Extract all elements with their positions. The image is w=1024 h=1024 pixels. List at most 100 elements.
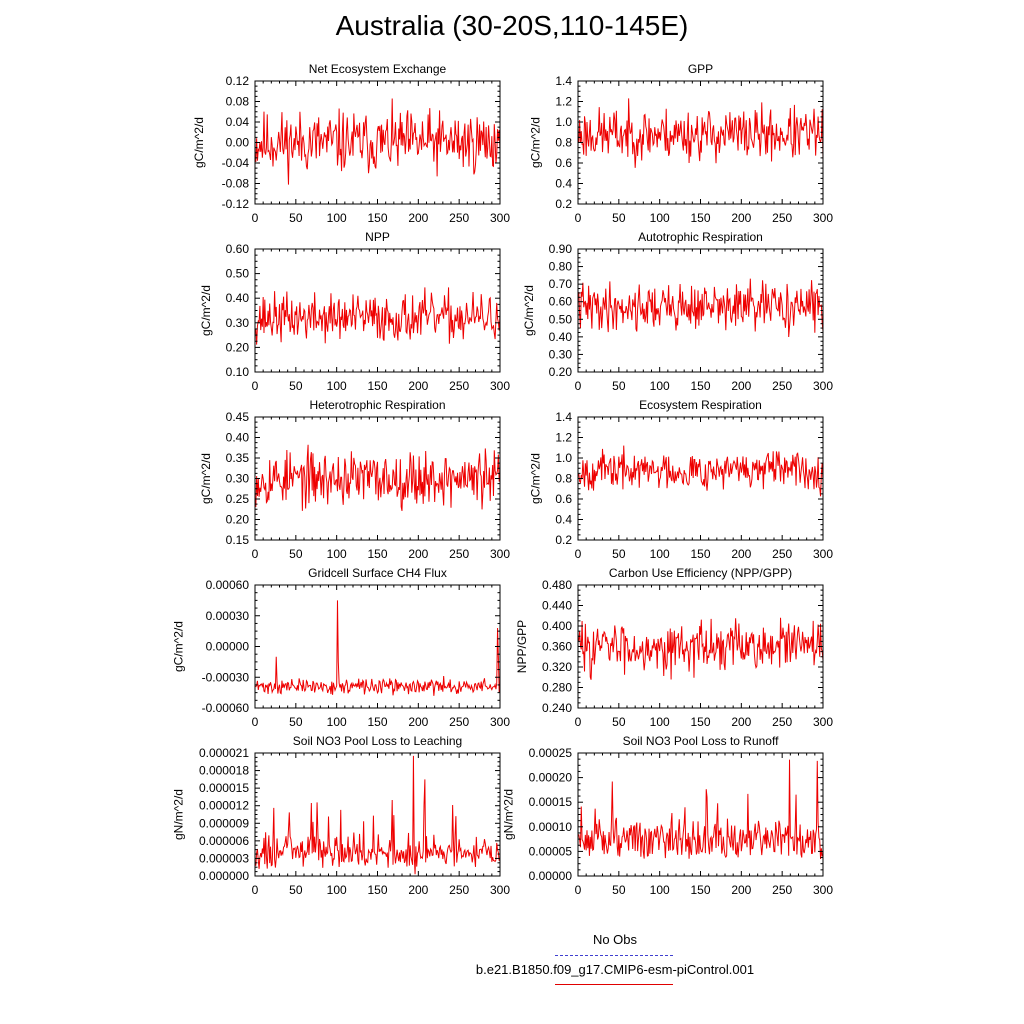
y-tick-label: 0.8: [555, 472, 572, 486]
y-tick-label: 0.6: [555, 492, 572, 506]
x-tick-label: 250: [772, 211, 792, 225]
x-tick-label: 0: [575, 379, 582, 393]
y-tick-label: 0.2: [555, 533, 572, 547]
y-tick-label: 0.000006: [199, 834, 249, 848]
x-tick-label: 150: [367, 211, 387, 225]
x-tick-label: 100: [650, 547, 670, 561]
y-tick-label: 0.00010: [529, 820, 573, 834]
y-tick-label: 0.40: [549, 330, 573, 344]
x-tick-label: 150: [690, 547, 710, 561]
plot-frame: [577, 752, 824, 877]
x-tick-label: 300: [490, 379, 510, 393]
x-tick-label: 50: [612, 883, 626, 897]
plot-frame: [577, 416, 824, 541]
y-tick-label: 0.00025: [529, 746, 573, 760]
y-axis-label: gN/m^2/d: [501, 789, 515, 840]
series-line: [255, 287, 501, 345]
legend-line-run: [555, 984, 673, 985]
y-tick-label: 0.00000: [206, 640, 250, 654]
y-tick-label: 0.000021: [199, 746, 249, 760]
y-tick-label: 0.50: [549, 312, 573, 326]
figure-title: Australia (30-20S,110-145E): [335, 10, 689, 41]
x-tick-label: 100: [650, 379, 670, 393]
x-tick-label: 200: [408, 211, 428, 225]
y-tick-label: 0.000015: [199, 781, 249, 795]
y-tick-label: 0.40: [226, 291, 250, 305]
y-tick-label: 0.000009: [199, 816, 249, 830]
x-tick-label: 200: [731, 715, 751, 729]
series-line: [578, 617, 824, 680]
x-tick-label: 50: [612, 379, 626, 393]
x-tick-label: 200: [408, 379, 428, 393]
y-tick-label: 0.25: [226, 492, 250, 506]
y-tick-label: 1.4: [555, 74, 572, 88]
series-line: [255, 600, 501, 696]
y-tick-label: 0.60: [549, 295, 573, 309]
x-tick-label: 100: [650, 715, 670, 729]
y-axis-label: gC/m^2/d: [522, 285, 536, 336]
x-tick-label: 50: [289, 211, 303, 225]
y-tick-label: 0.30: [226, 316, 250, 330]
panel-title: Net Ecosystem Exchange: [309, 62, 447, 76]
x-tick-label: 150: [690, 715, 710, 729]
x-tick-label: 150: [367, 547, 387, 561]
x-tick-label: 50: [289, 715, 303, 729]
x-tick-label: 0: [252, 211, 259, 225]
x-tick-label: 200: [731, 379, 751, 393]
x-tick-label: 100: [650, 883, 670, 897]
y-tick-label: 0.80: [549, 260, 573, 274]
y-tick-label: -0.08: [222, 177, 250, 191]
x-tick-label: 200: [408, 883, 428, 897]
x-tick-label: 300: [490, 715, 510, 729]
x-tick-label: 50: [612, 211, 626, 225]
x-tick-label: 250: [449, 547, 469, 561]
y-tick-label: 0.2: [555, 197, 572, 211]
y-tick-label: 0.50: [226, 267, 250, 281]
panel-6: 0 50 100 150 200 250 300 -0.00060 -0.00030 0.0000…: [172, 566, 511, 729]
y-tick-label: -0.00060: [202, 701, 250, 715]
x-tick-label: 50: [289, 379, 303, 393]
x-tick-label: 0: [252, 379, 259, 393]
x-tick-label: 300: [490, 547, 510, 561]
y-axis-label: gC/m^2/d: [192, 117, 206, 168]
y-tick-label: 0.12: [226, 74, 250, 88]
x-tick-label: 150: [367, 883, 387, 897]
panel-title: Soil NO3 Pool Loss to Runoff: [623, 734, 780, 748]
panel-8: 0 50 100 150 200 250 300 0.000000 0.000003 0.0000…: [172, 734, 511, 897]
y-tick-label: 0.00015: [529, 795, 573, 809]
y-axis-label: gC/m^2/d: [199, 453, 213, 504]
y-tick-label: 1.0: [555, 115, 572, 129]
y-axis-label: gC/m^2/d: [529, 117, 543, 168]
panel-title: Heterotrophic Respiration: [309, 398, 445, 412]
x-tick-label: 250: [772, 379, 792, 393]
y-tick-label: 0.04: [226, 115, 250, 129]
y-tick-label: 0.000000: [199, 869, 249, 883]
x-tick-label: 0: [252, 883, 259, 897]
x-tick-label: 0: [252, 715, 259, 729]
y-tick-label: 0.40: [226, 431, 250, 445]
y-tick-label: 0.30: [549, 347, 573, 361]
y-tick-label: 0.4: [555, 513, 572, 527]
plot-frame: [254, 584, 501, 709]
y-tick-label: 0.10: [226, 365, 250, 379]
x-tick-label: 300: [490, 883, 510, 897]
series-line: [578, 98, 824, 168]
y-tick-label: 0.8: [555, 136, 572, 150]
series-line: [255, 444, 501, 511]
x-tick-label: 250: [449, 211, 469, 225]
panel-5: 0 50 100 150 200 250 300 0.2 0.4 0.6 0.8 1.0 1.2 1.4 E…: [529, 398, 834, 561]
y-tick-label: 0.20: [549, 365, 573, 379]
x-tick-label: 150: [690, 379, 710, 393]
y-tick-label: 0.6: [555, 156, 572, 170]
y-axis-label: gC/m^2/d: [529, 453, 543, 504]
y-tick-label: 0.00005: [529, 844, 573, 858]
panel-2: 0 50 100 150 200 250 300 0.10 0.20 0.30 0.40 0.50 0.…: [199, 230, 511, 393]
y-tick-label: 1.0: [555, 451, 572, 465]
panel-7: 0 50 100 150 200 250 300 0.240 0.280 0.320 0.360 0.…: [515, 566, 833, 729]
y-tick-label: 0.70: [549, 277, 573, 291]
y-tick-label: 0.00030: [206, 609, 250, 623]
legend-label-run: b.e21.B1850.f09_g17.CMIP6-esm-piControl.…: [475, 962, 755, 977]
y-tick-label: 1.4: [555, 410, 572, 424]
panel-title: Autotrophic Respiration: [638, 230, 763, 244]
